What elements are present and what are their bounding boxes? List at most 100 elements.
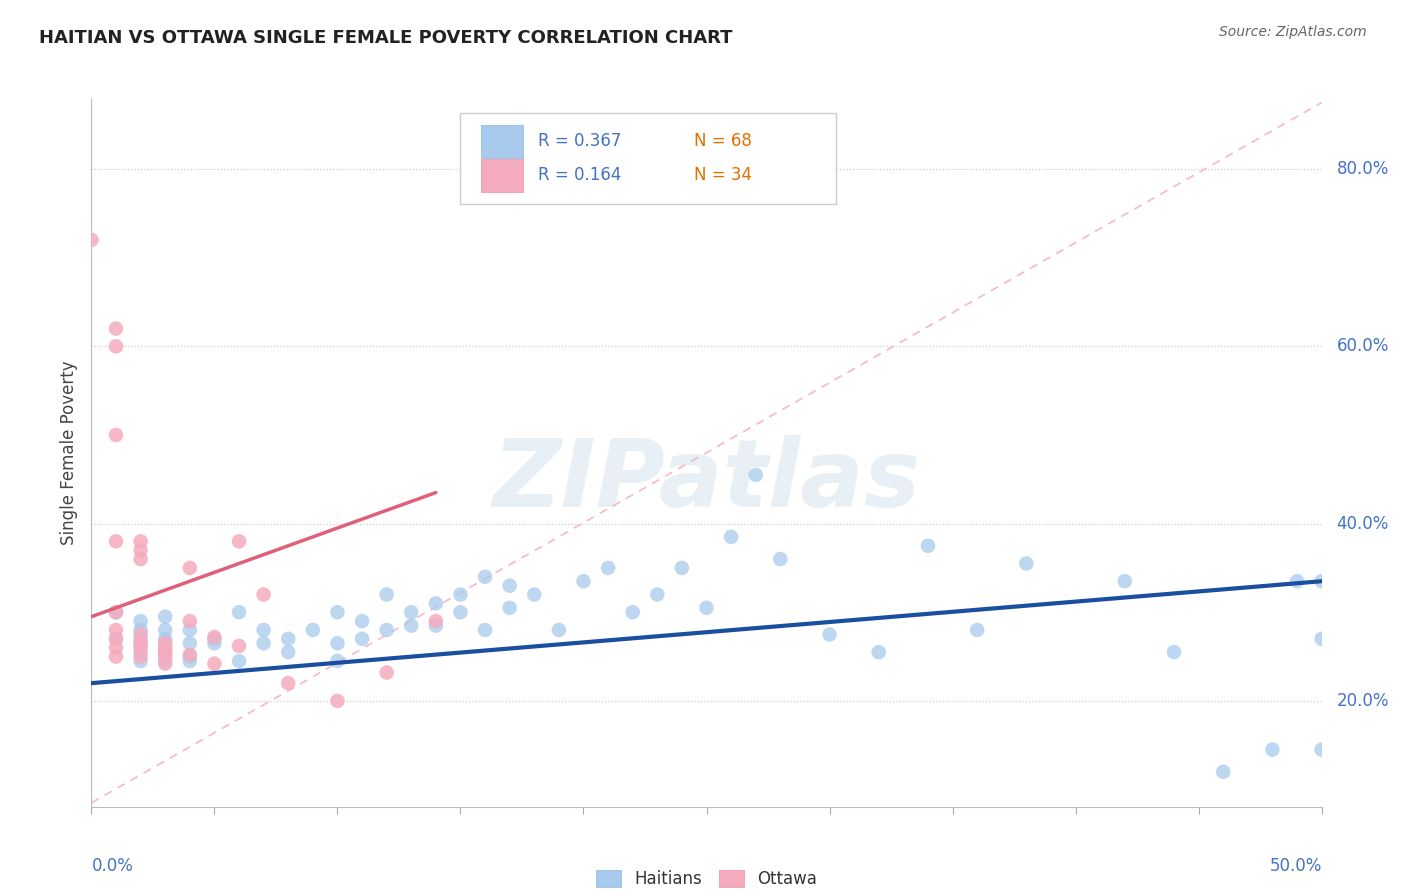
Point xyxy=(695,600,717,615)
Point xyxy=(917,539,939,553)
Point xyxy=(966,623,988,637)
Y-axis label: Single Female Poverty: Single Female Poverty xyxy=(60,360,79,545)
Point xyxy=(153,649,177,664)
Point xyxy=(375,588,398,602)
Point xyxy=(596,561,619,575)
Point xyxy=(202,636,225,650)
Text: HAITIAN VS OTTAWA SINGLE FEMALE POVERTY CORRELATION CHART: HAITIAN VS OTTAWA SINGLE FEMALE POVERTY … xyxy=(39,29,733,46)
Point xyxy=(129,614,152,628)
Point xyxy=(375,623,398,637)
Point xyxy=(449,605,471,619)
Point xyxy=(498,600,520,615)
Point xyxy=(105,640,127,655)
Point xyxy=(129,636,152,650)
Text: 80.0%: 80.0% xyxy=(1336,160,1389,178)
Point xyxy=(720,530,742,544)
Point xyxy=(105,428,127,442)
Text: R = 0.367: R = 0.367 xyxy=(538,132,621,151)
Point xyxy=(179,614,201,628)
Point xyxy=(129,654,152,668)
Point xyxy=(1310,574,1333,589)
Point xyxy=(277,645,299,659)
Text: R = 0.164: R = 0.164 xyxy=(538,167,621,185)
Point xyxy=(375,665,398,680)
Point xyxy=(153,657,177,671)
Point xyxy=(105,632,127,646)
Point xyxy=(547,623,569,637)
Point xyxy=(498,579,520,593)
Point xyxy=(449,588,471,602)
Point xyxy=(179,654,201,668)
Text: 20.0%: 20.0% xyxy=(1336,692,1389,710)
Point xyxy=(105,534,127,549)
Text: ZIPatlas: ZIPatlas xyxy=(492,435,921,527)
Point xyxy=(105,632,127,646)
Point xyxy=(425,596,447,610)
Point xyxy=(80,233,103,247)
Point xyxy=(352,632,374,646)
FancyBboxPatch shape xyxy=(460,113,835,203)
Point xyxy=(129,623,152,637)
Point xyxy=(645,588,669,602)
Point xyxy=(179,561,201,575)
Point xyxy=(301,623,323,637)
Point xyxy=(1015,557,1038,571)
Point xyxy=(326,636,349,650)
Point xyxy=(399,605,422,619)
Point xyxy=(399,618,422,632)
Point xyxy=(105,321,127,335)
Point xyxy=(153,636,177,650)
Point xyxy=(202,632,225,646)
Point xyxy=(523,588,546,602)
Point xyxy=(153,632,177,646)
Point xyxy=(105,605,127,619)
Point xyxy=(179,649,201,664)
Point xyxy=(253,623,276,637)
Point xyxy=(228,639,250,653)
Point xyxy=(572,574,595,589)
Point xyxy=(671,561,693,575)
Point xyxy=(474,623,496,637)
Point xyxy=(474,570,496,584)
Point xyxy=(228,605,250,619)
Point xyxy=(352,614,374,628)
Point xyxy=(326,694,349,708)
Point xyxy=(277,632,299,646)
Point xyxy=(621,605,644,619)
Point xyxy=(179,636,201,650)
Point xyxy=(153,640,177,655)
Point xyxy=(179,623,201,637)
Point xyxy=(129,645,152,659)
Point xyxy=(105,649,127,664)
Point xyxy=(1310,742,1333,756)
Point xyxy=(202,630,225,644)
Point xyxy=(153,623,177,637)
Point xyxy=(105,339,127,353)
Point xyxy=(1310,632,1333,646)
Point xyxy=(153,636,177,650)
Point xyxy=(129,534,152,549)
FancyBboxPatch shape xyxy=(481,159,523,192)
Text: 60.0%: 60.0% xyxy=(1336,337,1389,355)
FancyBboxPatch shape xyxy=(481,125,523,158)
Point xyxy=(326,605,349,619)
Point xyxy=(129,640,152,655)
Point xyxy=(228,534,250,549)
Point xyxy=(326,654,349,668)
Point xyxy=(129,552,152,566)
Point xyxy=(1114,574,1136,589)
Point xyxy=(1285,574,1308,589)
Text: 40.0%: 40.0% xyxy=(1336,515,1389,533)
Point xyxy=(105,605,127,619)
Point xyxy=(153,645,177,659)
Point xyxy=(129,627,152,641)
Point xyxy=(253,636,276,650)
Point xyxy=(153,654,177,668)
Text: N = 34: N = 34 xyxy=(695,167,752,185)
Point xyxy=(1212,764,1234,779)
Point xyxy=(425,614,447,628)
Point xyxy=(129,636,152,650)
Point xyxy=(153,645,177,659)
Point xyxy=(425,618,447,632)
Point xyxy=(129,649,152,664)
